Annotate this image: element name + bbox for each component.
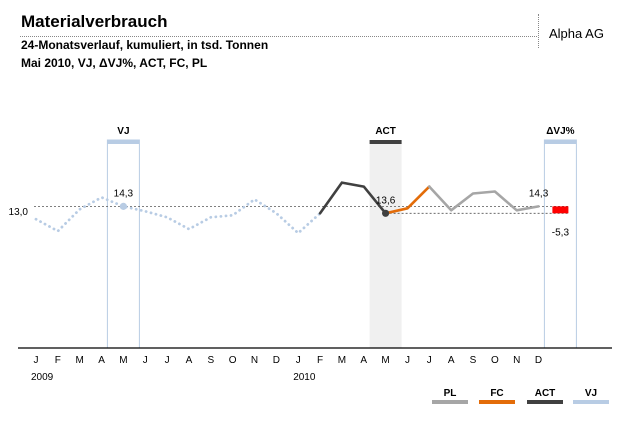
value-label: 14,3 [529, 188, 549, 199]
x-tick-label: M [119, 355, 127, 366]
x-tick-label: N [513, 355, 520, 366]
x-tick-label: J [427, 355, 432, 366]
year-label: 2010 [293, 372, 316, 383]
value-label: 13,0 [9, 207, 29, 218]
x-tick-label: J [405, 355, 410, 366]
legend-swatch [432, 400, 468, 404]
legend-label: FC [490, 388, 503, 399]
header-divider [20, 36, 537, 37]
value-label: 14,3 [114, 188, 134, 199]
legend-swatch [479, 400, 515, 404]
value-label: 13,6 [376, 195, 396, 206]
legend-label: ACT [535, 388, 556, 399]
company-name: Alpha AG [549, 26, 604, 41]
highlight-label: ΔVJ% [546, 126, 574, 137]
highlight-bar-act [369, 140, 402, 144]
x-tick-label: A [186, 355, 193, 366]
page-title: Materialverbrauch [21, 12, 168, 31]
x-tick-label: M [76, 355, 84, 366]
x-tick-label: S [207, 355, 214, 366]
x-tick-label: O [229, 355, 237, 366]
page-subtitle-scenarios: Mai 2010, VJ, ΔVJ%, ACT, FC, PL [21, 56, 208, 70]
highlight-label: ACT [375, 126, 396, 137]
highlight-bar [544, 140, 577, 144]
company-divider [538, 14, 539, 48]
x-tick-label: S [470, 355, 477, 366]
legend-swatch [573, 400, 609, 404]
series-line-act [318, 181, 387, 215]
highlight-column-act [369, 140, 402, 348]
highlight-label: VJ [117, 126, 129, 137]
highlight-column-outline [543, 139, 577, 349]
highlight-column-outline [106, 139, 140, 349]
legend-label: VJ [585, 388, 597, 399]
highlight-bar [107, 140, 140, 144]
x-tick-label: J [165, 355, 170, 366]
x-tick-label: A [360, 355, 367, 366]
x-tick-label: D [535, 355, 542, 366]
x-tick-label: O [491, 355, 499, 366]
page-subtitle: 24-Monatsverlauf, kumuliert, in tsd. Ton… [21, 38, 269, 52]
x-tick-label: A [448, 355, 455, 366]
x-tick-label: D [273, 355, 280, 366]
x-tick-label: J [296, 355, 301, 366]
series-line-vj [34, 195, 322, 235]
x-tick-label: F [55, 355, 61, 366]
x-tick-label: A [98, 355, 105, 366]
year-label: 2009 [31, 372, 54, 383]
delta-label: -5,3 [552, 227, 570, 238]
legend-label: PL [444, 388, 457, 399]
series-line-fc [384, 185, 431, 215]
x-tick-label: F [317, 355, 323, 366]
x-tick-label: J [34, 355, 39, 366]
delta-bar [552, 206, 569, 214]
x-tick-label: N [251, 355, 258, 366]
marker-act [382, 209, 390, 217]
marker-vj [119, 202, 127, 210]
x-tick-label: M [338, 355, 346, 366]
legend-swatch [527, 400, 563, 404]
x-tick-label: M [381, 355, 389, 366]
series-line-pl [427, 185, 540, 212]
x-tick-label: J [143, 355, 148, 366]
